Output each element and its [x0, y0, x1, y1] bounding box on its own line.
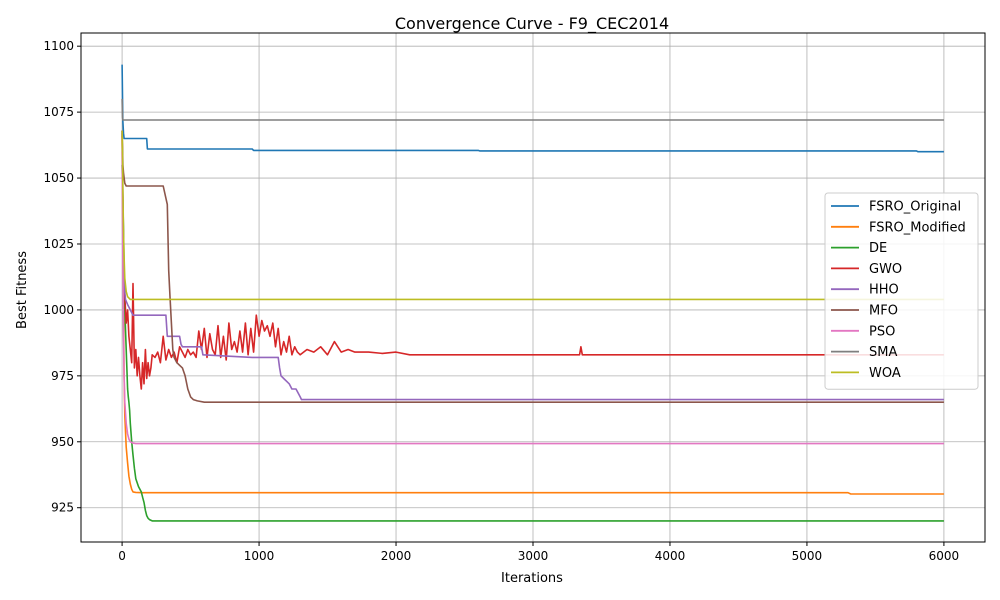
y-tick-label: 950	[51, 435, 74, 449]
legend-label: SMA	[869, 345, 897, 360]
x-tick-label: 4000	[655, 549, 686, 563]
series-line-de	[121, 164, 944, 522]
series-line-hho	[121, 130, 944, 401]
x-tick-label: 0	[118, 549, 126, 563]
x-tick-label: 3000	[518, 549, 549, 563]
y-axis-ticks: 925 950 975 1000 1025 1050 1075 1100	[43, 39, 81, 515]
x-tick-label: 1000	[244, 549, 275, 563]
y-tick-label: 1050	[43, 171, 74, 185]
series-line-pso	[121, 151, 944, 445]
y-tick-label: 1000	[43, 303, 74, 317]
x-axis-ticks: 0 1000 2000 3000 4000 5000 6000	[118, 542, 959, 563]
legend-label: DE	[869, 241, 887, 256]
x-tick-label: 2000	[381, 549, 412, 563]
legend-label: MFO	[869, 304, 898, 319]
legend-label: PSO	[869, 324, 895, 339]
x-axis-label: Iterations	[501, 571, 563, 586]
legend-box	[824, 192, 979, 390]
x-tick-label: 5000	[792, 549, 823, 563]
y-tick-label: 1075	[43, 105, 74, 119]
y-tick-label: 1025	[43, 237, 74, 251]
x-tick-label: 6000	[929, 549, 960, 563]
series-line-woa	[121, 130, 944, 301]
series-line-fsro-original	[121, 64, 944, 153]
legend-label: FSRO_Modified	[869, 220, 966, 235]
chart-title: Convergence Curve - F9_CEC2014	[395, 14, 669, 34]
series-line-mfo	[121, 130, 944, 404]
series-line-gwo	[121, 133, 944, 390]
legend-label: HHO	[869, 283, 899, 298]
legend-label: GWO	[869, 262, 902, 277]
series-line-sma	[121, 98, 944, 121]
y-tick-label: 1100	[43, 39, 74, 53]
legend-label: WOA	[869, 366, 901, 381]
legend-label: FSRO_Original	[869, 200, 961, 215]
y-tick-label: 975	[51, 369, 74, 383]
plot-lines	[121, 64, 944, 522]
y-axis-label: Best Fitness	[15, 251, 30, 329]
y-tick-label: 925	[51, 501, 74, 515]
legend: FSRO_Original FSRO_Modified DE GWO HHO MFO PSO…	[824, 192, 979, 390]
